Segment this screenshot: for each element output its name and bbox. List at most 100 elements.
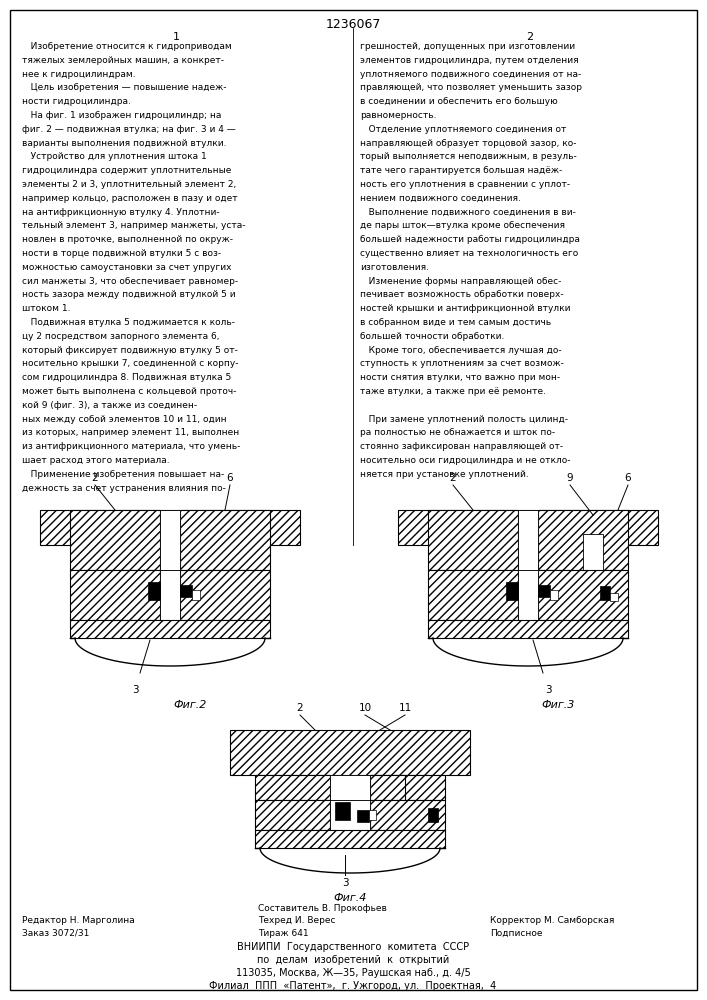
Bar (610, 593, 618, 601)
Text: фиг. 2 — подвижная втулка; на фиг. 3 и 4 —: фиг. 2 — подвижная втулка; на фиг. 3 и 4… (22, 125, 235, 134)
Bar (600, 586, 610, 600)
Bar (192, 590, 200, 600)
Bar (583, 534, 603, 570)
Text: по  делам  изобретений  к  открытий: по делам изобретений к открытий (257, 955, 449, 965)
Text: 1236067: 1236067 (325, 18, 380, 31)
Bar (428, 808, 438, 822)
Bar (70, 620, 270, 638)
Text: ность зазора между подвижной втулкой 5 и: ность зазора между подвижной втулкой 5 и (22, 290, 235, 299)
Text: де пары шток—втулка кроме обеспечения: де пары шток—втулка кроме обеспечения (360, 221, 565, 230)
Text: 3: 3 (544, 685, 551, 695)
Text: 113035, Москва, Ж—35, Раушская наб., д. 4/5: 113035, Москва, Ж—35, Раушская наб., д. … (235, 968, 470, 978)
Bar (330, 775, 370, 800)
Bar (518, 510, 538, 570)
Bar (506, 582, 518, 600)
Text: При замене уплотнений полость цилинд-: При замене уплотнений полость цилинд- (360, 415, 568, 424)
Bar (357, 810, 369, 822)
Text: Фиг.2: Фиг.2 (173, 700, 206, 710)
Text: ступность к уплотнениям за счет возмож-: ступность к уплотнениям за счет возмож- (360, 359, 564, 368)
Text: носительно оси гидроцилиндра и не откло-: носительно оси гидроцилиндра и не откло- (360, 456, 571, 465)
Text: направляющей образует торцовой зазор, ко-: направляющей образует торцовой зазор, ко… (360, 139, 576, 148)
Text: шает расход этого материала.: шает расход этого материала. (22, 456, 170, 465)
Text: Фиг.4: Фиг.4 (333, 893, 367, 903)
Text: печивает возможность обработки поверх-: печивает возможность обработки поверх- (360, 290, 563, 299)
Bar (70, 570, 160, 620)
Bar (428, 570, 518, 620)
Text: может быть выполнена с кольцевой проточ-: может быть выполнена с кольцевой проточ- (22, 387, 236, 396)
Bar (538, 585, 550, 597)
Text: штоком 1.: штоком 1. (22, 304, 71, 313)
Bar (160, 510, 180, 570)
Text: 2: 2 (297, 703, 303, 713)
Bar (40, 510, 300, 545)
Text: уплотняемого подвижного соединения от на-: уплотняемого подвижного соединения от на… (360, 70, 581, 79)
Text: Корректор М. Самборская: Корректор М. Самборская (490, 916, 614, 925)
Text: стоянно зафиксирован направляющей от-: стоянно зафиксирован направляющей от- (360, 442, 563, 451)
Bar (160, 570, 180, 620)
Text: ра полностью не обнажается и шток по-: ра полностью не обнажается и шток по- (360, 428, 555, 437)
Text: из антифрикционного материала, что умень-: из антифрикционного материала, что умень… (22, 442, 240, 451)
Text: из которых, например элемент 11, выполнен: из которых, например элемент 11, выполне… (22, 428, 239, 437)
Text: нее к гидроцилиндрам.: нее к гидроцилиндрам. (22, 70, 136, 79)
Bar (255, 775, 330, 800)
Text: нением подвижного соединения.: нением подвижного соединения. (360, 194, 521, 203)
Text: носительно крышки 7, соединенной с корпу-: носительно крышки 7, соединенной с корпу… (22, 359, 238, 368)
Bar (428, 620, 628, 638)
Text: 10: 10 (358, 703, 372, 713)
Bar (518, 570, 538, 620)
Text: большей точности обработки.: большей точности обработки. (360, 332, 504, 341)
Text: грешностей, допущенных при изготовлении: грешностей, допущенных при изготовлении (360, 42, 575, 51)
Text: изготовления.: изготовления. (360, 263, 429, 272)
Text: сом гидроцилиндра 8. Подвижная втулка 5: сом гидроцилиндра 8. Подвижная втулка 5 (22, 373, 231, 382)
Bar (370, 800, 445, 830)
Text: существенно влияет на технологичность его: существенно влияет на технологичность ег… (360, 249, 578, 258)
Text: правляющей, что позволяет уменьшить зазор: правляющей, что позволяет уменьшить зазо… (360, 83, 582, 92)
Bar (370, 775, 445, 800)
Bar (255, 800, 330, 830)
Text: ВНИИПИ  Государственного  комитета  СССР: ВНИИПИ Государственного комитета СССР (237, 942, 469, 952)
Text: 3: 3 (132, 685, 139, 695)
Text: 6: 6 (625, 473, 631, 483)
Text: Составитель В. Прокофьев: Составитель В. Прокофьев (258, 904, 387, 913)
Bar (370, 775, 405, 800)
Text: можностью самоустановки за счет упругих: можностью самоустановки за счет упругих (22, 263, 231, 272)
Text: который фиксирует подвижную втулку 5 от-: который фиксирует подвижную втулку 5 от- (22, 346, 238, 355)
Text: ности снятия втулки, что важно при мон-: ности снятия втулки, что важно при мон- (360, 373, 560, 382)
Text: например кольцо, расположен в пазу и одет: например кольцо, расположен в пазу и оде… (22, 194, 238, 203)
Text: Изменение формы направляющей обес-: Изменение формы направляющей обес- (360, 277, 561, 286)
Bar (230, 730, 470, 775)
Text: Применение изобретения повышает на-: Применение изобретения повышает на- (22, 470, 224, 479)
Text: новлен в проточке, выполненной по окруж-: новлен в проточке, выполненной по окруж- (22, 235, 233, 244)
Bar (550, 590, 558, 600)
Text: сил манжеты 3, что обеспечивает равномер-: сил манжеты 3, что обеспечивает равномер… (22, 277, 238, 286)
Text: тельный элемент 3, например манжеты, уста-: тельный элемент 3, например манжеты, уст… (22, 221, 245, 230)
Bar (180, 570, 270, 620)
Bar (428, 510, 518, 570)
Text: Кроме того, обеспечивается лучшая до-: Кроме того, обеспечивается лучшая до- (360, 346, 561, 355)
Bar (398, 510, 658, 545)
Text: Отделение уплотняемого соединения от: Отделение уплотняемого соединения от (360, 125, 566, 134)
Text: торый выполняется неподвижным, в резуль-: торый выполняется неподвижным, в резуль- (360, 152, 577, 161)
Text: 2: 2 (527, 32, 534, 42)
Bar (330, 800, 370, 830)
Text: Фиг.3: Фиг.3 (542, 700, 575, 710)
Text: дежность за счет устранения влияния по-: дежность за счет устранения влияния по- (22, 484, 226, 493)
Text: элементов гидроцилиндра, путем отделения: элементов гидроцилиндра, путем отделения (360, 56, 578, 65)
Text: ности в торце подвижной втулки 5 с воз-: ности в торце подвижной втулки 5 с воз- (22, 249, 221, 258)
Text: 9: 9 (567, 473, 573, 483)
Text: Изобретение относится к гидроприводам: Изобретение относится к гидроприводам (22, 42, 232, 51)
Text: Техред И. Верес: Техред И. Верес (258, 916, 336, 925)
Text: Подписное: Подписное (490, 929, 542, 938)
Text: 6: 6 (227, 473, 233, 483)
Bar (369, 810, 376, 820)
Text: Редактор Н. Марголина: Редактор Н. Марголина (22, 916, 135, 925)
Bar (538, 570, 628, 620)
Bar (148, 582, 160, 600)
Text: в соединении и обеспечить его большую: в соединении и обеспечить его большую (360, 97, 558, 106)
Text: няется при установке уплотнений.: няется при установке уплотнений. (360, 470, 529, 479)
Text: Заказ 3072/31: Заказ 3072/31 (22, 929, 89, 938)
Text: ных между собой элементов 10 и 11, один: ных между собой элементов 10 и 11, один (22, 415, 227, 424)
Text: тате чего гарантируется большая надёж-: тате чего гарантируется большая надёж- (360, 166, 562, 175)
Bar (180, 585, 192, 597)
Text: ность его уплотнения в сравнении с уплот-: ность его уплотнения в сравнении с уплот… (360, 180, 570, 189)
